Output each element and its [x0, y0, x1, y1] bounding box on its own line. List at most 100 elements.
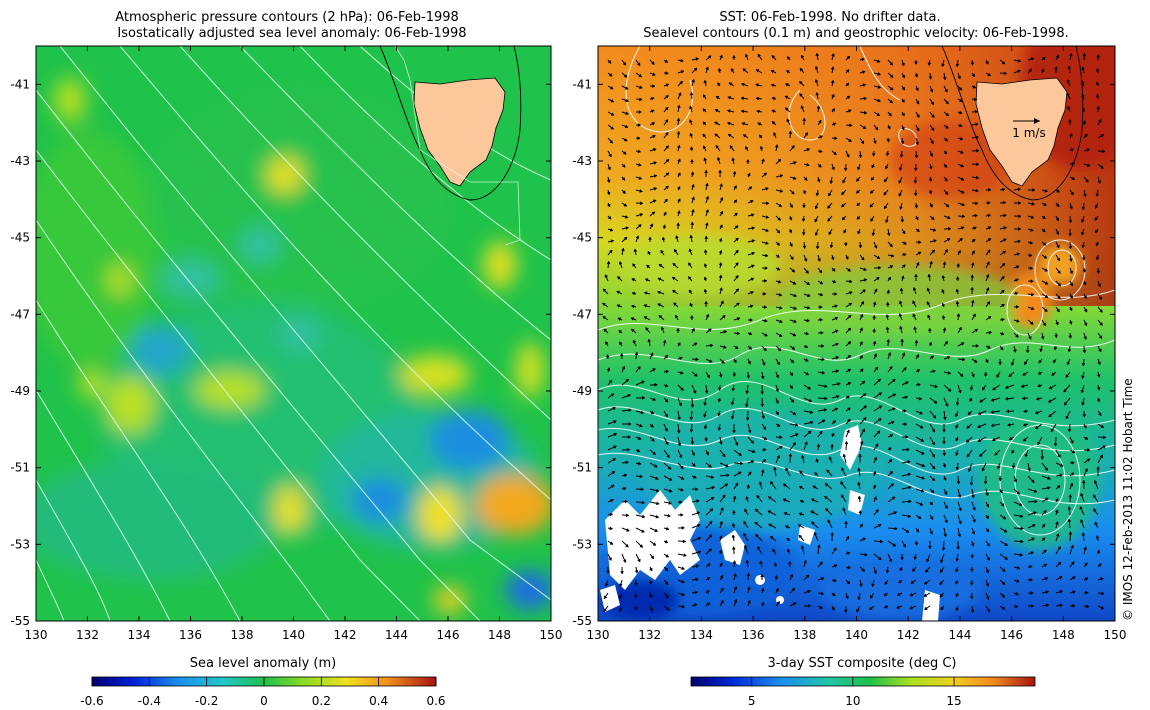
velocity-arrow-head [1086, 458, 1091, 463]
velocity-arrow-head [757, 122, 762, 126]
velocity-arrow-head [679, 500, 683, 505]
velocity-arrow-head [1016, 252, 1021, 257]
velocity-arrow-head [730, 401, 735, 406]
velocity-arrow-head [827, 205, 831, 209]
velocity-arrow-head [1054, 498, 1059, 502]
velocity-arrow-head [848, 109, 852, 113]
velocity-arrow-head [834, 407, 839, 412]
velocity-arrow-head [983, 373, 988, 378]
geostrophic-velocity-arrows [602, 52, 1107, 614]
velocity-arrow-head [788, 453, 793, 457]
velocity-arrow-head [676, 130, 681, 135]
velocity-arrow-head [760, 573, 765, 578]
velocity-arrow-head [1095, 229, 1099, 234]
velocity-arrow-head [756, 109, 760, 114]
velocity-arrow-head [885, 301, 890, 306]
velocity-arrow-head [1015, 591, 1019, 596]
velocity-arrow-head [731, 522, 736, 527]
velocity-arrow-head [1022, 422, 1027, 427]
velocity-arrow-head [877, 98, 882, 103]
velocity-arrow-head [775, 388, 780, 393]
velocity-arrow-head [847, 327, 852, 332]
velocity-arrow-head [1096, 466, 1100, 470]
velocity-arrow-head [716, 156, 721, 161]
velocity-arrow-head [1067, 518, 1072, 522]
velocity-arrow-head [873, 140, 877, 145]
velocity-arrow-head [1055, 533, 1060, 537]
velocity-arrow-head [678, 454, 683, 459]
velocity-arrow-head [803, 177, 808, 181]
velocity-arrow-head [979, 399, 984, 403]
velocity-arrow-head [824, 396, 828, 401]
velocity-arrow-head [955, 467, 960, 471]
velocity-arrow-head [673, 302, 677, 307]
velocity-arrow-head [973, 226, 977, 231]
velocity-arrow-head [1003, 213, 1007, 218]
velocity-arrow-head [1042, 322, 1046, 327]
velocity-arrow-head [606, 191, 611, 196]
velocity-arrow-head [813, 531, 818, 536]
velocity-arrow-head [941, 302, 946, 307]
velocity-arrow-head [931, 428, 936, 433]
velocity-arrow-head [969, 596, 974, 600]
velocity-arrow-head [633, 248, 638, 253]
velocity-arrow-head [731, 509, 736, 514]
velocity-arrow-head [1095, 93, 1100, 98]
velocity-arrow-head [1092, 494, 1097, 499]
velocity-arrow-head [1094, 205, 1099, 209]
velocity-arrow-head [919, 424, 924, 429]
velocity-arrow-head [717, 398, 722, 403]
velocity-arrow-head [828, 231, 833, 236]
velocity-arrow-head [641, 514, 646, 519]
velocity-arrow-head [677, 417, 681, 421]
velocity-arrow-head [1063, 388, 1068, 393]
velocity-arrow-head [878, 392, 883, 396]
left-lon-tick-label: 132 [76, 628, 99, 642]
velocity-arrow-head [786, 548, 791, 553]
velocity-arrow-head [746, 484, 751, 488]
velocity-arrow-head [871, 583, 875, 588]
velocity-arrow-head [800, 545, 805, 549]
velocity-arrow-head [750, 277, 755, 282]
velocity-arrow-head [777, 347, 782, 352]
velocity-arrow-head [691, 78, 696, 83]
velocity-arrow-head [955, 63, 960, 68]
velocity-arrow-head [977, 411, 982, 415]
velocity-arrow-head [703, 402, 708, 406]
velocity-arrow-head [668, 488, 673, 493]
velocity-arrow-head [608, 249, 613, 254]
velocity-arrow-head [696, 511, 701, 515]
velocity-arrow-head [671, 276, 676, 281]
velocity-arrow-head [944, 505, 948, 510]
velocity-arrow-head [918, 240, 922, 245]
velocity-arrow-head [707, 55, 712, 59]
velocity-arrow-head [675, 235, 679, 239]
velocity-arrow-head [801, 454, 805, 459]
velocity-arrow-head [734, 345, 739, 350]
velocity-arrow-head [863, 278, 868, 282]
left-colorbar-tick-label: -0.2 [195, 694, 218, 708]
left-lat-tick-label: -47 [10, 307, 30, 321]
velocity-arrow-head [944, 191, 949, 195]
velocity-arrow-head [1081, 479, 1086, 483]
velocity-arrow-head [927, 314, 931, 319]
velocity-arrow-head [680, 465, 684, 470]
velocity-arrow-head [792, 332, 797, 337]
velocity-arrow-head [610, 484, 615, 489]
velocity-arrow-head [719, 54, 723, 59]
velocity-arrow-head [744, 53, 749, 58]
velocity-arrow-head [975, 343, 980, 348]
velocity-arrow-head [623, 74, 628, 78]
velocity-arrow-head [857, 596, 862, 601]
velocity-arrow-head [1099, 322, 1103, 326]
velocity-arrow-head [694, 590, 699, 595]
velocity-arrow-head [786, 56, 791, 60]
velocity-arrow-head [861, 57, 865, 62]
velocity-arrow-head [627, 435, 632, 440]
velocity-arrow-head [776, 423, 781, 427]
velocity-arrow-head [1057, 282, 1061, 287]
velocity-arrow-head [1057, 546, 1061, 550]
velocity-arrow-head [959, 136, 964, 141]
velocity-arrow-head [900, 140, 905, 145]
velocity-arrow-head [1003, 71, 1008, 76]
